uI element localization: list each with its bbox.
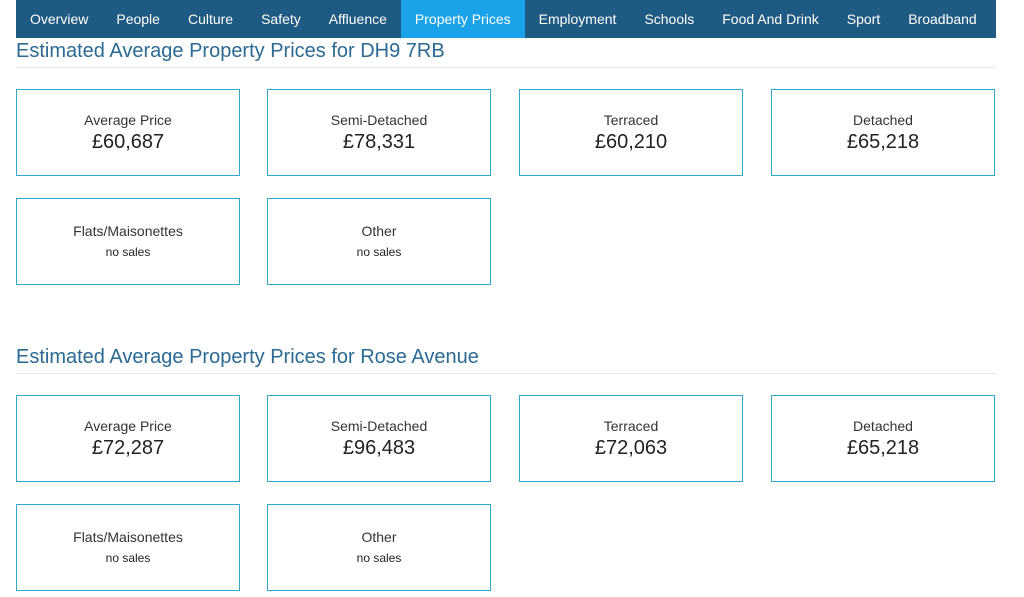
card-label: Terraced: [603, 417, 659, 434]
nav-tab-people[interactable]: People: [116, 11, 160, 27]
price-card-other: Other no sales: [267, 198, 491, 285]
price-card-terraced: Terraced £72,063: [519, 395, 743, 482]
section-title-postcode: Estimated Average Property Prices for DH…: [16, 40, 996, 68]
price-card-other: Other no sales: [267, 504, 491, 591]
card-value: £65,218: [846, 436, 920, 459]
card-value: £72,287: [91, 436, 165, 459]
price-card-flats: Flats/Maisonettes no sales: [16, 198, 240, 285]
card-label: Detached: [853, 111, 913, 128]
price-card-average: Average Price £72,287: [16, 395, 240, 482]
card-label: Average Price: [84, 111, 172, 128]
nav-tab-affluence[interactable]: Affluence: [328, 11, 387, 27]
card-value: no sales: [105, 245, 151, 259]
card-value: £72,063: [594, 436, 668, 459]
card-value: no sales: [356, 245, 402, 259]
price-card-semi-detached: Semi-Detached £96,483: [267, 395, 491, 482]
card-label: Other: [361, 529, 397, 545]
main-nav: Overview People Culture Safety Affluence…: [16, 0, 996, 38]
nav-tab-overview[interactable]: Overview: [30, 11, 89, 27]
card-value: £78,331: [342, 130, 416, 153]
price-card-average: Average Price £60,687: [16, 89, 240, 176]
price-card-flats: Flats/Maisonettes no sales: [16, 504, 240, 591]
card-value: no sales: [356, 551, 402, 565]
section-title-street: Estimated Average Property Prices for Ro…: [16, 346, 996, 374]
price-card-terraced: Terraced £60,210: [519, 89, 743, 176]
card-label: Semi-Detached: [330, 111, 428, 128]
nav-tab-food-and-drink[interactable]: Food And Drink: [722, 11, 819, 27]
price-card-semi-detached: Semi-Detached £78,331: [267, 89, 491, 176]
nav-tab-sport[interactable]: Sport: [846, 11, 881, 27]
nav-tab-employment[interactable]: Employment: [538, 11, 617, 27]
nav-tab-broadband[interactable]: Broadband: [908, 11, 977, 27]
card-label: Detached: [853, 417, 913, 434]
card-label: Terraced: [603, 111, 659, 128]
nav-tab-property-prices[interactable]: Property Prices: [400, 0, 525, 38]
card-value: £60,687: [91, 130, 165, 153]
card-value: £96,483: [342, 436, 416, 459]
card-label: Flats/Maisonettes: [73, 223, 183, 239]
card-label: Average Price: [84, 417, 172, 434]
price-card-detached: Detached £65,218: [771, 395, 995, 482]
nav-tab-culture[interactable]: Culture: [187, 11, 234, 27]
nav-tab-safety[interactable]: Safety: [261, 11, 301, 27]
nav-tab-schools[interactable]: Schools: [644, 11, 695, 27]
card-label: Semi-Detached: [330, 417, 428, 434]
card-label: Flats/Maisonettes: [73, 529, 183, 545]
card-value: £60,210: [594, 130, 668, 153]
card-label: Other: [361, 223, 397, 239]
card-value: £65,218: [846, 130, 920, 153]
price-card-detached: Detached £65,218: [771, 89, 995, 176]
card-value: no sales: [105, 551, 151, 565]
